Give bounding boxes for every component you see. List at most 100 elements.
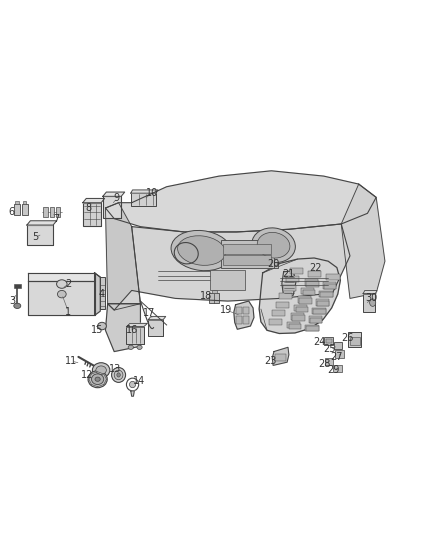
Polygon shape (282, 271, 296, 296)
Text: 3: 3 (9, 296, 15, 306)
Polygon shape (148, 317, 166, 320)
Bar (237, 317, 242, 324)
Text: 10: 10 (146, 188, 158, 198)
Bar (289, 324, 301, 329)
Bar (127, 327, 144, 344)
Polygon shape (259, 258, 340, 334)
Bar (209, 293, 219, 303)
Ellipse shape (252, 228, 295, 263)
Text: 12: 12 (81, 370, 93, 380)
Polygon shape (341, 184, 385, 298)
Ellipse shape (257, 232, 290, 258)
Bar (43, 207, 48, 217)
Bar (210, 270, 245, 290)
Bar (244, 307, 249, 314)
Bar (320, 292, 332, 297)
Text: 20: 20 (267, 259, 280, 269)
Polygon shape (27, 221, 57, 225)
Text: 1: 1 (65, 306, 71, 317)
Bar (27, 225, 53, 245)
Bar (316, 300, 329, 306)
Bar (49, 207, 54, 217)
Bar (317, 301, 329, 306)
Polygon shape (95, 273, 100, 316)
Bar (290, 313, 304, 320)
Text: 30: 30 (365, 293, 377, 303)
Polygon shape (272, 348, 289, 366)
Text: 18: 18 (200, 290, 212, 301)
Bar (323, 282, 336, 289)
Bar (363, 294, 375, 312)
Text: 7: 7 (53, 214, 60, 224)
Polygon shape (108, 224, 350, 310)
Text: 16: 16 (126, 325, 138, 335)
Text: 25: 25 (324, 344, 336, 354)
Ellipse shape (92, 363, 110, 377)
Ellipse shape (14, 303, 21, 309)
Bar (324, 337, 333, 345)
Text: 5: 5 (32, 232, 39, 243)
Bar (23, 201, 26, 204)
Text: 6: 6 (9, 207, 14, 217)
Polygon shape (28, 273, 95, 281)
Text: 24: 24 (313, 337, 325, 347)
Text: 21: 21 (283, 269, 295, 279)
Bar (325, 339, 332, 343)
Ellipse shape (57, 290, 66, 298)
Polygon shape (131, 190, 158, 193)
Bar (309, 317, 322, 323)
Bar (348, 333, 361, 348)
Text: 4: 4 (99, 289, 105, 299)
Polygon shape (103, 192, 125, 196)
Bar (244, 317, 249, 324)
Text: 14: 14 (134, 376, 146, 386)
Bar (304, 279, 318, 286)
Bar (308, 271, 321, 277)
Polygon shape (106, 171, 376, 232)
Text: 22: 22 (310, 263, 322, 272)
Text: 9: 9 (114, 193, 120, 204)
Ellipse shape (117, 373, 120, 377)
Bar (319, 291, 332, 297)
Polygon shape (131, 391, 134, 396)
Polygon shape (28, 281, 95, 316)
Bar (292, 316, 304, 321)
Ellipse shape (137, 345, 142, 350)
Ellipse shape (114, 370, 123, 379)
Ellipse shape (370, 299, 376, 306)
Polygon shape (363, 290, 377, 294)
Ellipse shape (98, 322, 106, 330)
Text: 2: 2 (65, 279, 71, 289)
Bar (287, 322, 300, 328)
Bar (272, 260, 277, 265)
Text: 27: 27 (331, 352, 343, 362)
Bar (301, 288, 314, 294)
Polygon shape (127, 324, 148, 327)
Bar (271, 258, 279, 268)
Bar (306, 281, 318, 287)
Bar (14, 284, 21, 288)
Bar (286, 276, 299, 282)
Polygon shape (106, 304, 141, 352)
Text: 8: 8 (86, 203, 92, 213)
Text: 26: 26 (342, 333, 354, 343)
Text: 11: 11 (65, 356, 78, 366)
Bar (299, 298, 311, 304)
Bar (350, 337, 360, 345)
Ellipse shape (88, 370, 107, 387)
Bar (100, 277, 106, 309)
Polygon shape (106, 203, 141, 310)
Bar (313, 309, 325, 314)
Bar (303, 290, 315, 295)
Ellipse shape (128, 345, 134, 350)
Bar (279, 293, 292, 300)
Bar (306, 326, 318, 332)
Bar (237, 307, 242, 314)
Bar (335, 351, 344, 358)
Bar (131, 193, 156, 206)
Bar (275, 354, 286, 361)
Ellipse shape (130, 381, 136, 387)
Bar (21, 204, 28, 215)
Text: 13: 13 (109, 364, 121, 374)
Bar (221, 240, 274, 268)
